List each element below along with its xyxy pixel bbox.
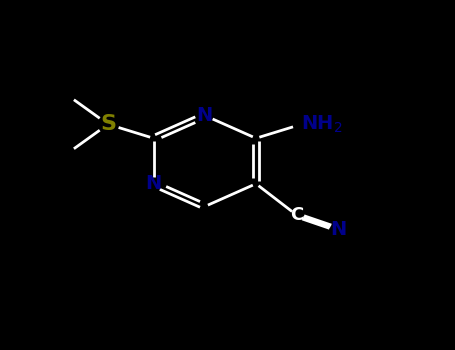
Text: N: N bbox=[197, 106, 213, 125]
Text: C: C bbox=[290, 206, 303, 224]
Text: S: S bbox=[100, 114, 116, 134]
Text: NH$_2$: NH$_2$ bbox=[302, 114, 343, 135]
Text: N: N bbox=[146, 174, 162, 193]
Text: N: N bbox=[330, 220, 346, 239]
